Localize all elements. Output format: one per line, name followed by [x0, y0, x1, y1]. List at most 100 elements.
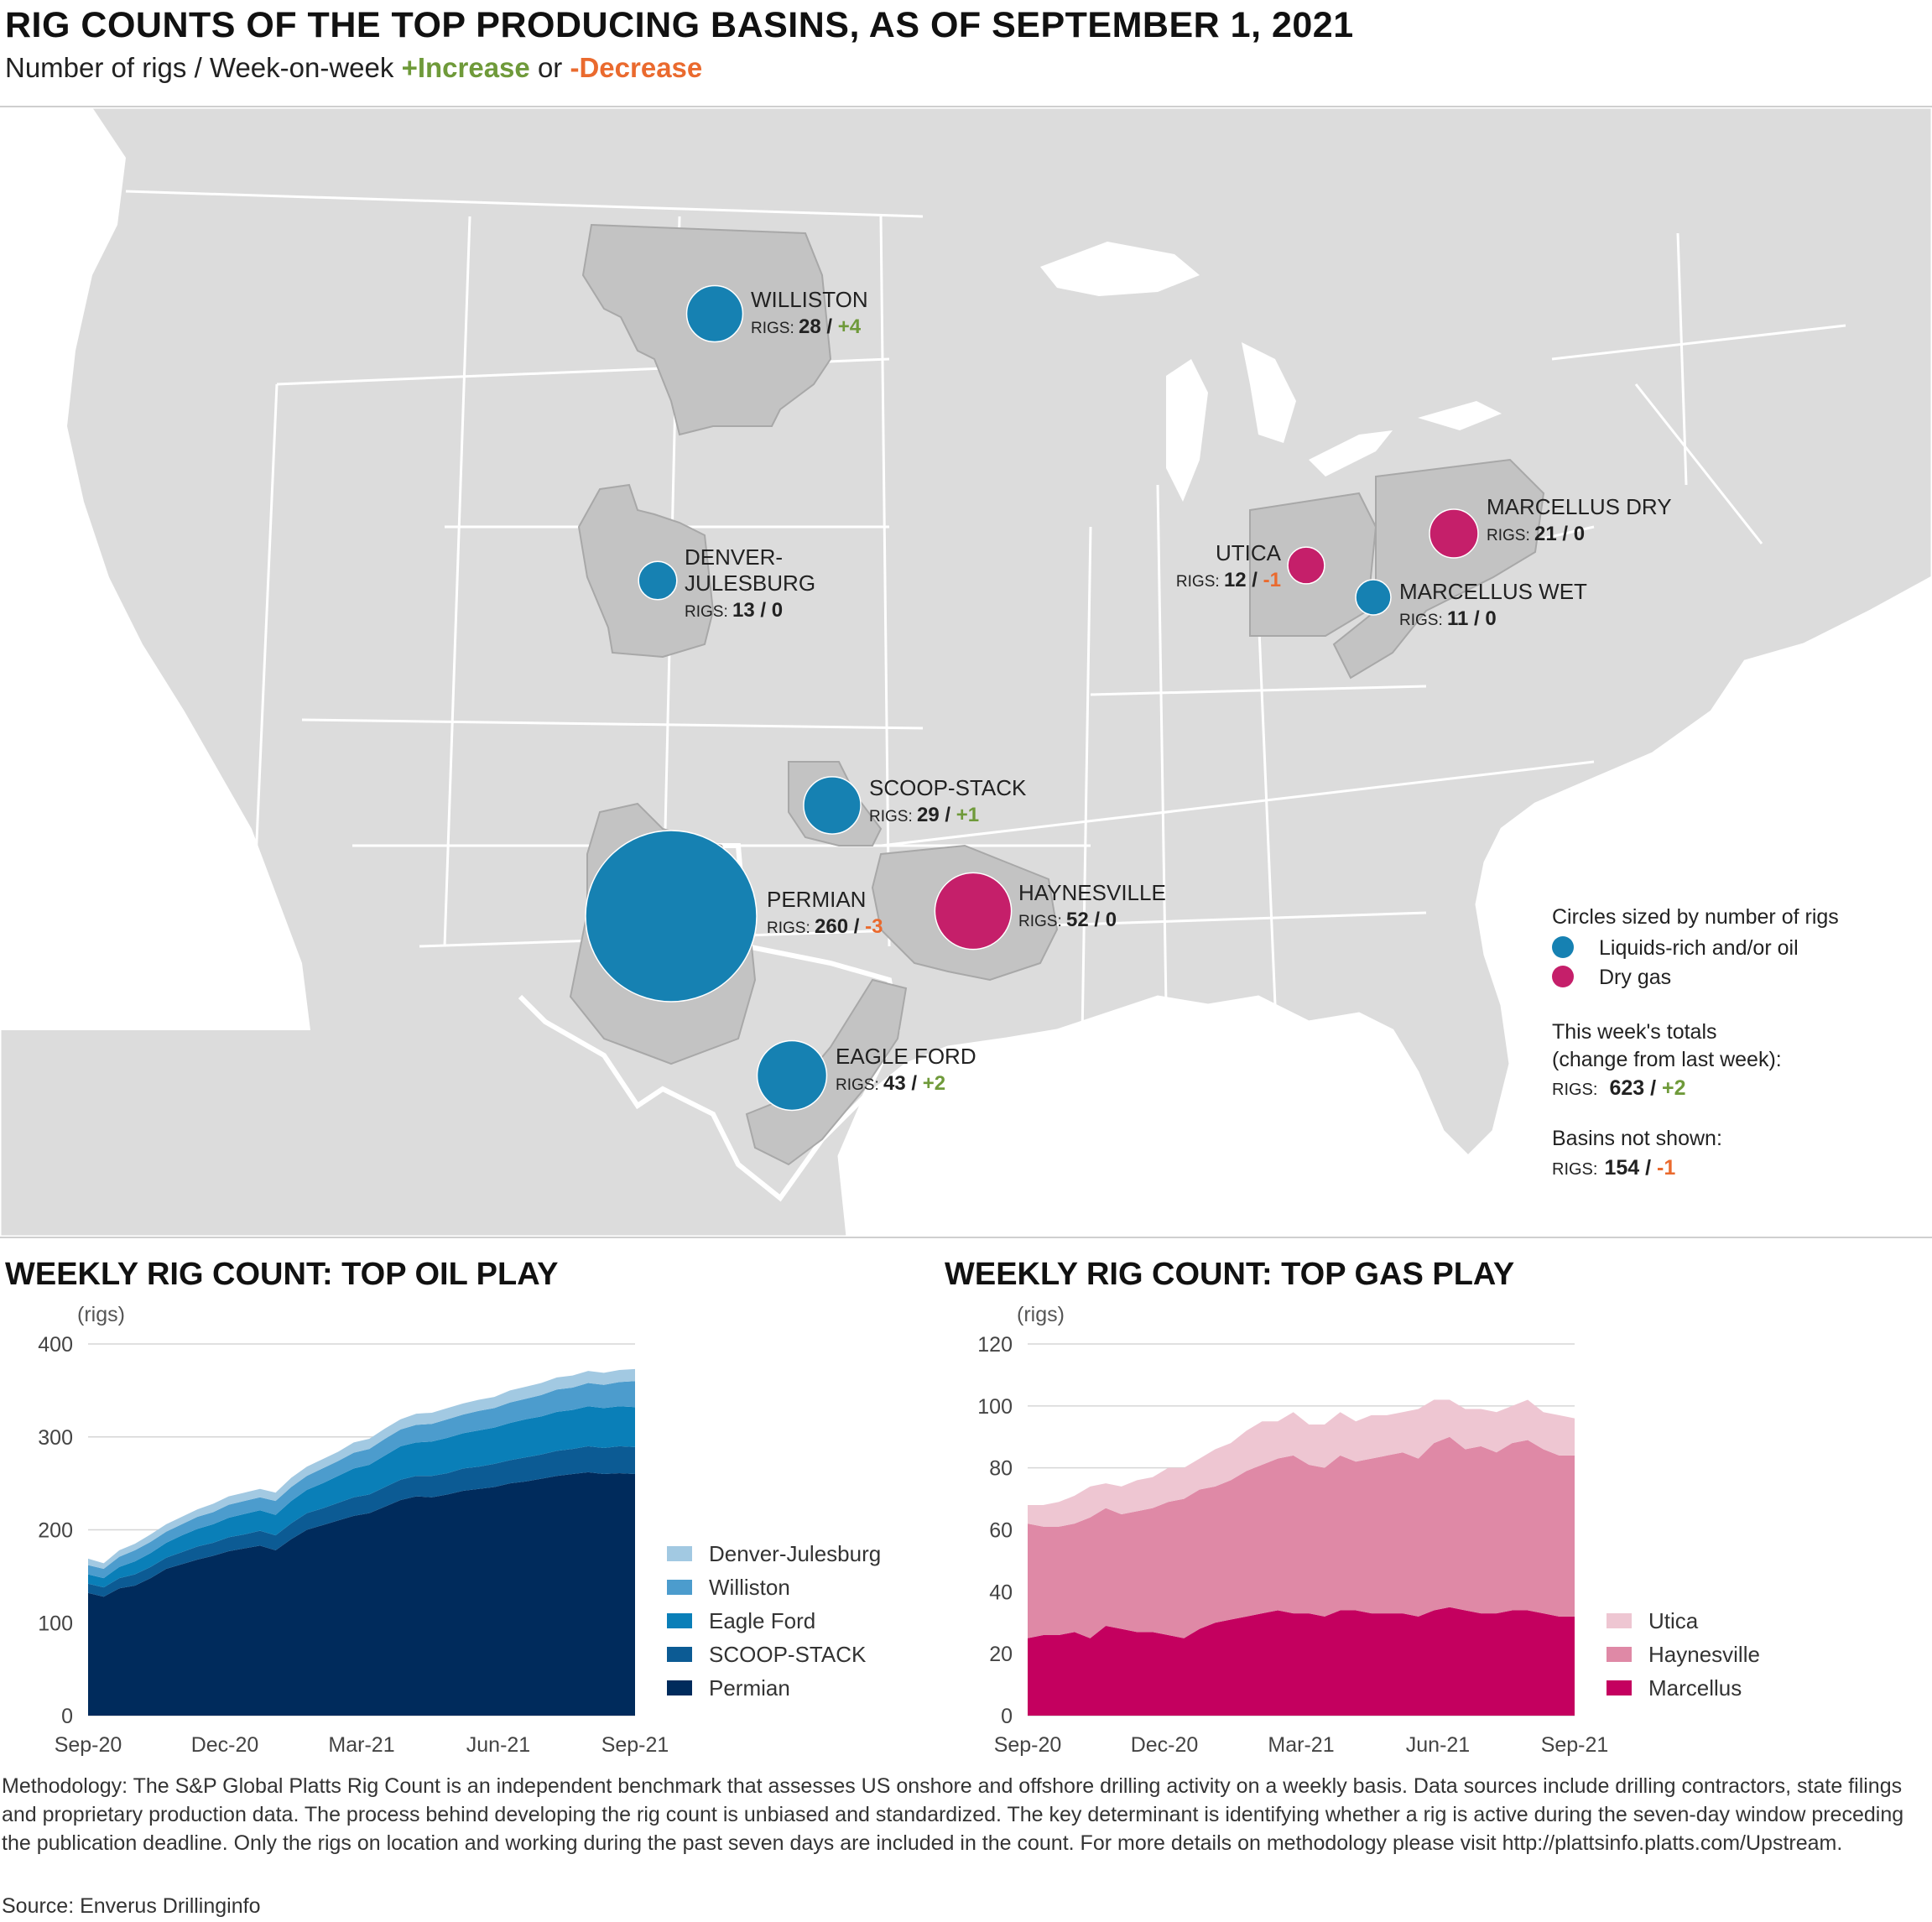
page-title: RIG COUNTS OF THE TOP PRODUCING BASINS, …	[5, 5, 1354, 45]
oil-area-scoop-stack	[88, 1445, 635, 1597]
increase-label: +Increase	[401, 52, 530, 83]
gas-rig-chart: (rigs) 0 20 40 60 80 100 120 Sep-20 Dec-20 Mar-21 J…	[977, 1303, 1760, 1757]
basin-rigs-haynesville: RIGS: 52 / 0	[1018, 909, 1117, 931]
gas-y-tick-label: 20	[989, 1643, 1013, 1666]
oil-chart-title: WEEKLY RIG COUNT: TOP OIL PLAY	[5, 1257, 559, 1292]
oil-x-tick-label: Sep-20	[55, 1733, 122, 1757]
oil-rig-chart: (rigs) 0 100 200 300 400 Sep-20 Dec-20 Mar-21 Jun…	[38, 1303, 881, 1757]
totals-values: RIGS: 623 / +2	[1552, 1076, 1686, 1100]
oil-legend-swatch	[667, 1647, 692, 1662]
totals-line1: This week's totals	[1552, 1020, 1717, 1044]
basin-circle-utica	[1287, 546, 1325, 585]
legend-gas-label: Dry gas	[1599, 966, 1671, 989]
basin-name-permian: PERMIAN	[767, 887, 866, 912]
gas-x-tick-label: Sep-21	[1541, 1733, 1609, 1757]
oil-legend-swatch	[667, 1546, 692, 1561]
methodology-text: Methodology: The S&P Global Platts Rig C…	[2, 1774, 1904, 1855]
oil-y-tick-label: 300	[38, 1426, 73, 1450]
oil-y-axis-label: (rigs)	[77, 1303, 125, 1326]
gas-legend-swatch	[1607, 1647, 1632, 1662]
basin-circle-haynesville	[934, 872, 1013, 951]
basin-circle-marcellus-dry	[1429, 508, 1479, 559]
basin-rigs-scoop-stack: RIGS: 29 / +1	[869, 804, 979, 826]
basin-circle-scoop-stack	[803, 776, 862, 835]
basin-rigs-marcellus-wet: RIGS: 11 / 0	[1399, 607, 1497, 630]
gas-x-tick-label: Sep-20	[994, 1733, 1062, 1757]
basin-circle-williston	[685, 284, 744, 343]
basin-name-marcellus-dry: MARCELLUS DRY	[1487, 494, 1672, 519]
basin-rigs-eagle-ford: RIGS: 43 / +2	[836, 1072, 945, 1095]
oil-x-tick-label: Sep-21	[601, 1733, 669, 1757]
source-text: Source: Enverus Drillinginfo	[2, 1894, 261, 1918]
basin-circle-eagle-ford	[756, 1039, 828, 1112]
oil-area-eagle-ford	[88, 1406, 635, 1588]
gas-area-marcellus	[1028, 1607, 1575, 1716]
legend-title: Circles sized by number of rigs	[1552, 905, 1839, 929]
us-basin-map: WILLISTON RIGS: 28 / +4 DENVER-JULESBURG RI…	[0, 107, 1932, 1237]
oil-legend-label: Permian	[709, 1675, 790, 1701]
basin-name-denver: DENVER-	[685, 544, 783, 570]
basin-name-williston: WILLISTON	[751, 287, 868, 312]
basin-rigs-permian: RIGS: 260 / -3	[767, 915, 883, 938]
oil-legend-label: Williston	[709, 1575, 790, 1600]
oil-legend-label: Eagle Ford	[709, 1608, 815, 1633]
oil-area-williston	[88, 1381, 635, 1579]
totals-line2: (change from last week):	[1552, 1048, 1782, 1071]
gas-legend-swatch	[1607, 1680, 1632, 1695]
basin-rigs-utica: RIGS: 12 / -1	[1176, 569, 1281, 591]
gas-legend-label: Marcellus	[1648, 1675, 1742, 1701]
oil-y-tick-label: 400	[38, 1333, 73, 1357]
decrease-label: -Decrease	[570, 52, 703, 83]
gas-area-haynesville	[1028, 1436, 1575, 1638]
oil-area-permian	[88, 1471, 635, 1716]
basin-circle-marcellus-wet	[1355, 579, 1392, 616]
gas-y-tick-label: 0	[1001, 1705, 1013, 1728]
basin-name-haynesville: HAYNESVILLE	[1018, 880, 1166, 905]
page-subtitle: Number of rigs / Week-on-week +Increase …	[5, 52, 703, 83]
basin-name-eagle-ford: EAGLE FORD	[836, 1044, 976, 1069]
oil-legend-swatch	[667, 1680, 692, 1695]
basin-rigs-denver: RIGS: 13 / 0	[685, 599, 783, 622]
legend-liquids-dot	[1552, 936, 1574, 958]
gas-y-tick-label: 100	[977, 1395, 1013, 1419]
basin-name-scoop-stack: SCOOP-STACK	[869, 775, 1027, 800]
appalachia-basin-area	[1332, 458, 1545, 680]
gas-chart-title: WEEKLY RIG COUNT: TOP GAS PLAY	[945, 1257, 1515, 1292]
oil-legend-swatch	[667, 1613, 692, 1628]
gas-y-tick-label: 120	[977, 1333, 1013, 1357]
legend-gas-dot	[1552, 966, 1574, 987]
oil-x-tick-label: Jun-21	[466, 1733, 530, 1757]
oil-y-tick-label: 0	[61, 1705, 73, 1728]
basin-rigs-williston: RIGS: 28 / +4	[751, 315, 862, 338]
gas-x-tick-label: Jun-21	[1406, 1733, 1470, 1757]
basin-name-marcellus-wet: MARCELLUS WET	[1399, 579, 1587, 604]
oil-legend-label: Denver-Julesburg	[709, 1541, 881, 1566]
map-divider	[0, 1237, 1932, 1238]
gas-y-tick-label: 40	[989, 1581, 1013, 1604]
basin-circle-permian	[585, 830, 758, 1003]
oil-legend-swatch	[667, 1580, 692, 1595]
basin-rigs-marcellus-dry: RIGS: 21 / 0	[1487, 523, 1585, 545]
oil-y-tick-label: 200	[38, 1519, 73, 1543]
map-legend: Circles sized by number of rigs Liquids-…	[1552, 905, 1839, 1180]
gas-legend-swatch	[1607, 1613, 1632, 1628]
oil-x-tick-label: Dec-20	[191, 1733, 259, 1757]
legend-liquids-label: Liquids-rich and/or oil	[1599, 936, 1799, 960]
gas-y-axis-label: (rigs)	[1017, 1303, 1065, 1326]
gas-legend-label: Haynesville	[1648, 1642, 1760, 1667]
texas-outline	[518, 843, 901, 1202]
gas-y-tick-label: 80	[989, 1457, 1013, 1481]
gas-area-utica	[1028, 1399, 1575, 1527]
basin-name-denver: JULESBURG	[685, 570, 815, 596]
gas-y-tick-label: 60	[989, 1519, 1013, 1543]
oil-legend-label: SCOOP-STACK	[709, 1642, 867, 1667]
basin-name-utica: UTICA	[1216, 540, 1282, 565]
basin-markers: WILLISTON RIGS: 28 / +4 DENVER-JULESBURG RI…	[585, 284, 1672, 1112]
gulf-of-mexico	[839, 577, 1932, 1237]
basin-circle-denver	[638, 560, 678, 601]
gas-x-tick-label: Dec-20	[1131, 1733, 1199, 1757]
oil-x-tick-label: Mar-21	[328, 1733, 394, 1757]
header-divider	[0, 106, 1932, 107]
pacific-ocean	[0, 107, 310, 1030]
gas-legend-label: Utica	[1648, 1608, 1699, 1633]
